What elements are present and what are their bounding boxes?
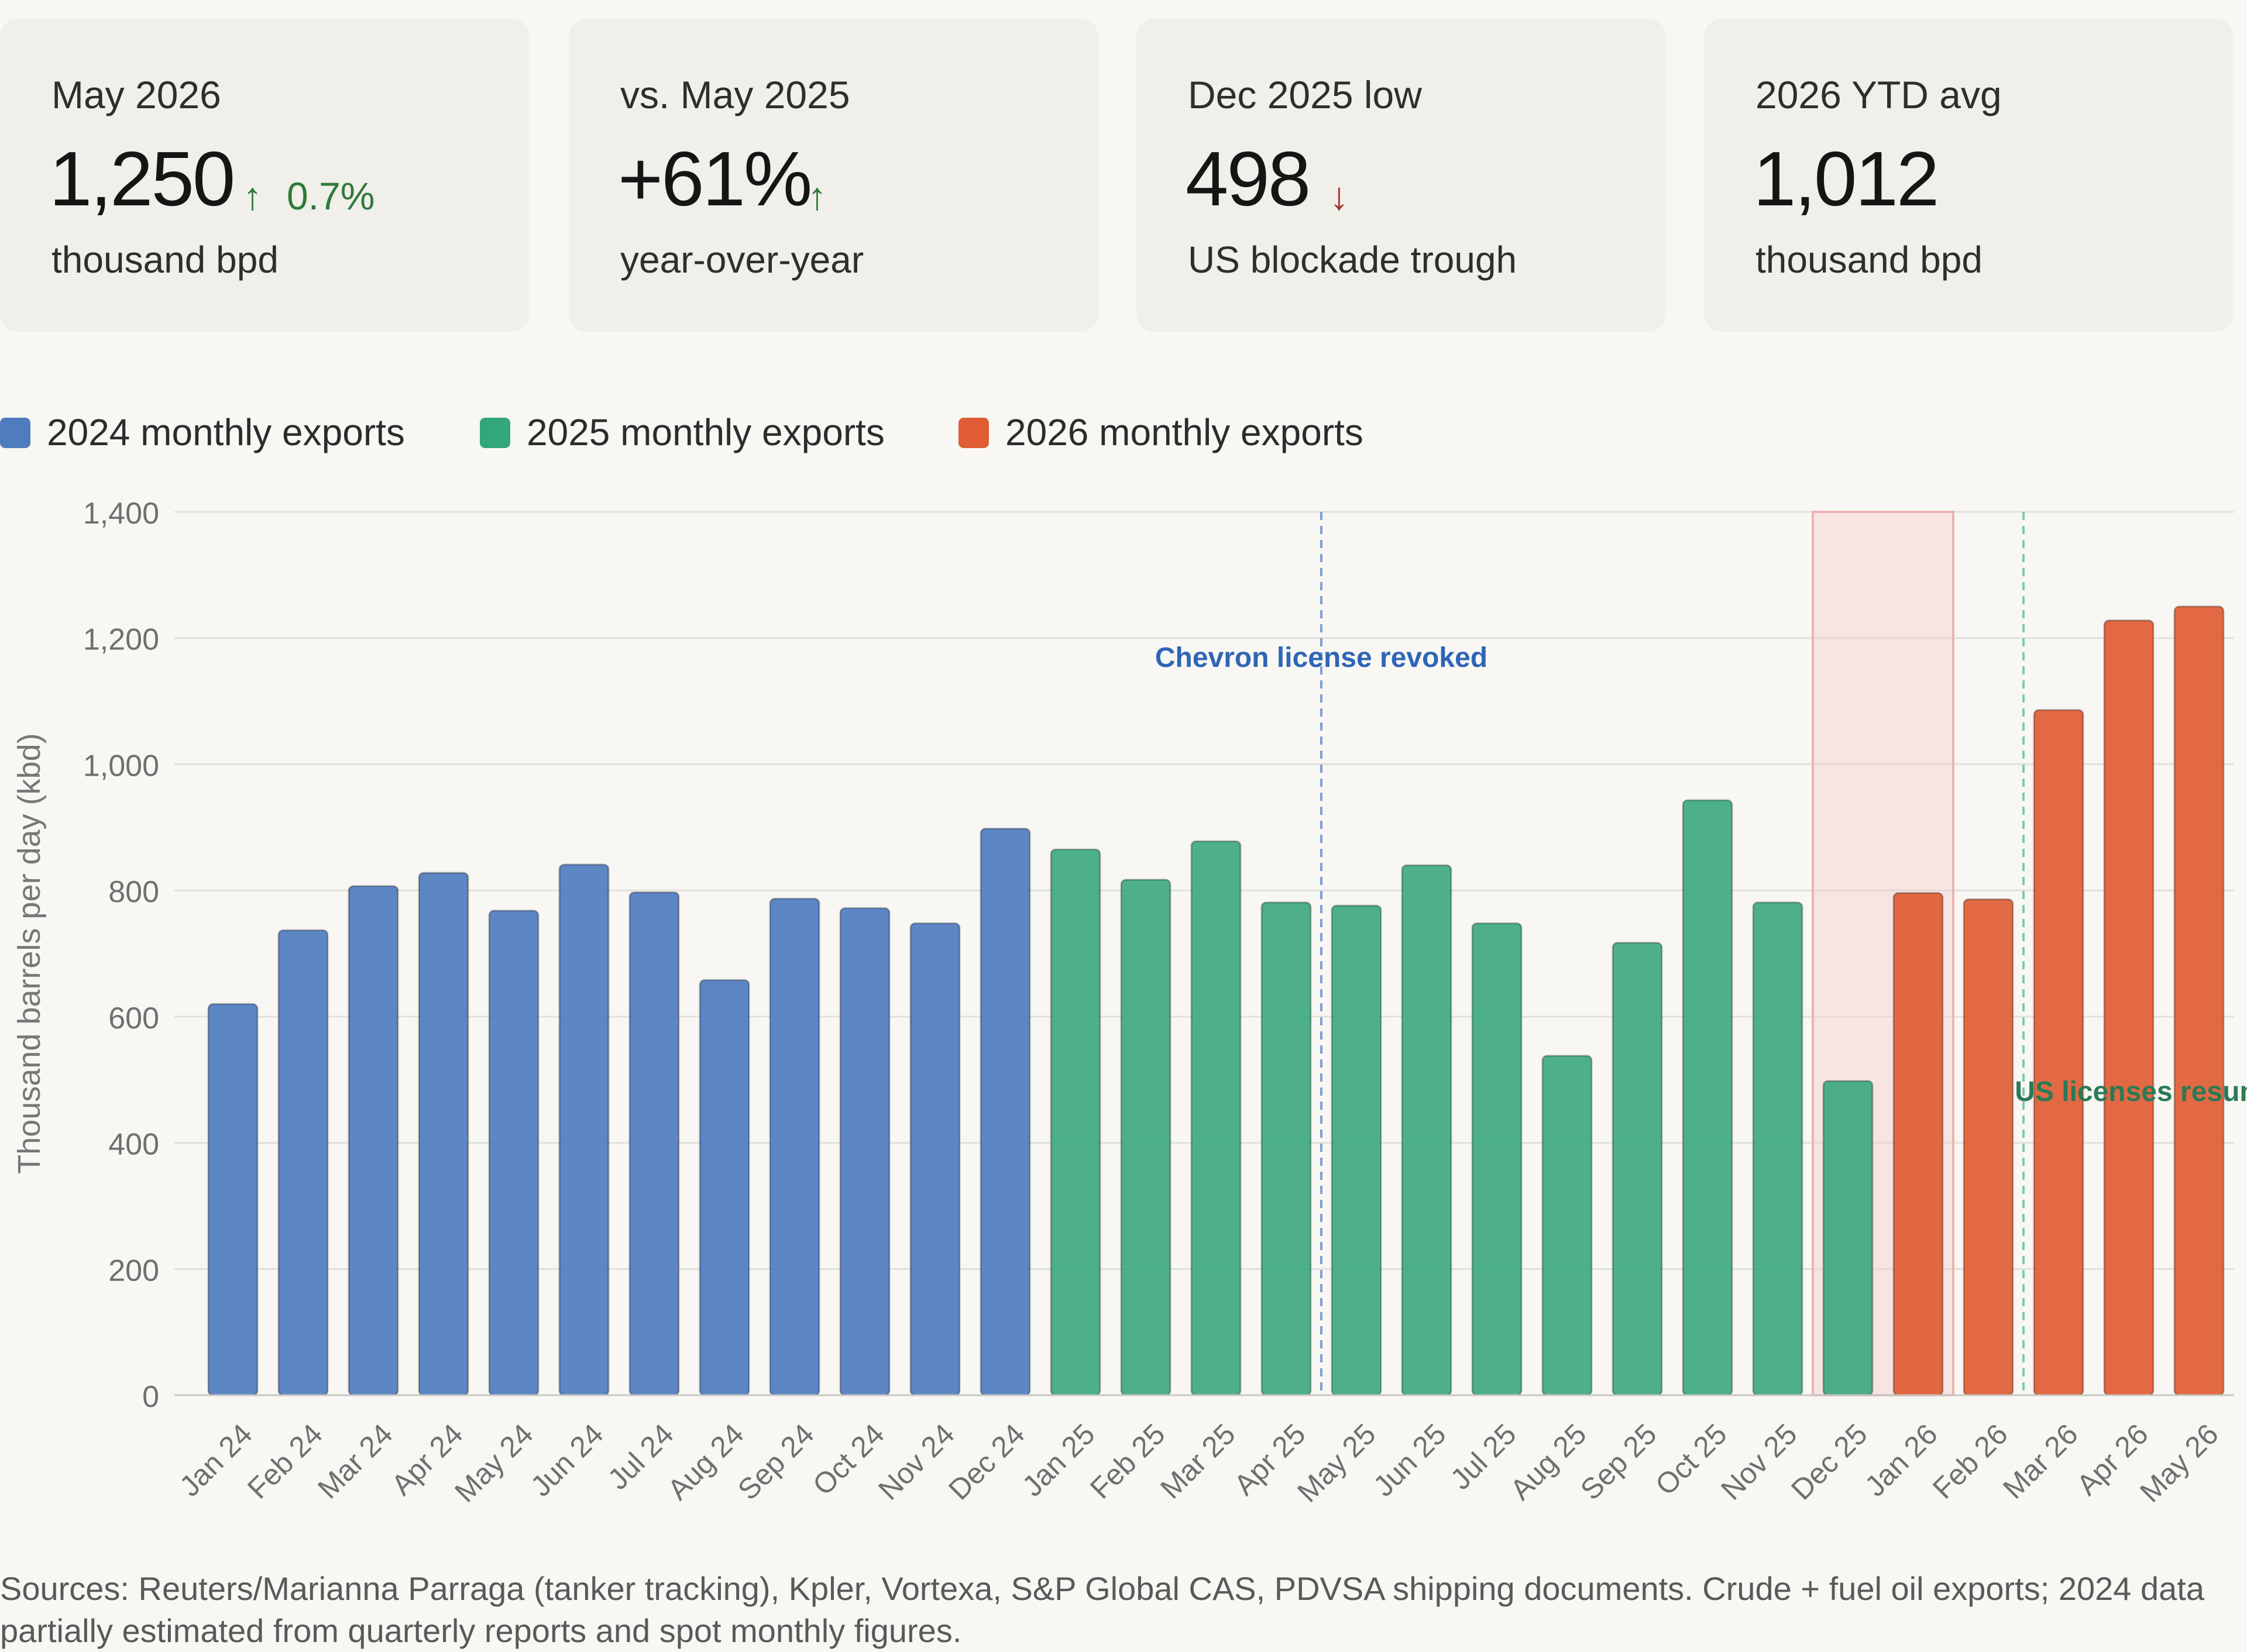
legend-label: 2026 monthly exports — [1005, 411, 1363, 453]
kpi-cards: May 2026 1,250 ↑ 0.7% thousand bpd vs. M… — [0, 19, 2247, 332]
kpi-card-yoy: vs. May 2025 +61% ↑ year-over-year — [569, 19, 1098, 332]
kpi-value: 498 — [1186, 136, 1311, 222]
y-tick-label: 400 — [108, 1128, 159, 1162]
kpi-label: vs. May 2025 — [620, 73, 850, 116]
x-tick-label: Nov 24 — [872, 1417, 961, 1506]
bar-feb-24 — [277, 929, 329, 1396]
x-tick-label: Mar 26 — [1997, 1417, 2084, 1505]
x-tick-label: Dec 25 — [1785, 1417, 1874, 1506]
bar-may-24 — [488, 910, 540, 1396]
bar-jun-25 — [1401, 864, 1452, 1396]
bar-feb-25 — [1120, 879, 1171, 1396]
x-tick-label: Jan 24 — [173, 1417, 259, 1503]
bar-mar-25 — [1190, 840, 1242, 1396]
bar-mar-26 — [2033, 709, 2084, 1396]
bar-jul-24 — [628, 891, 680, 1396]
x-tick-label: Dec 24 — [942, 1417, 1031, 1506]
sources-note: Sources: Reuters/Marianna Parraga (tanke… — [0, 1570, 2204, 1649]
kpi-card-may-2026: May 2026 1,250 ↑ 0.7% thousand bpd — [0, 19, 530, 332]
x-tick-label: May 25 — [1291, 1417, 1382, 1509]
x-tick-label: Jan 25 — [1016, 1417, 1101, 1503]
bar-jan-25 — [1050, 848, 1101, 1396]
legend-swatch — [480, 418, 510, 448]
arrow-up-icon: ↑ — [808, 174, 827, 218]
bar-jan-24 — [207, 1003, 259, 1396]
y-tick-label: 0 — [142, 1380, 159, 1414]
x-tick-label: Sep 24 — [731, 1417, 820, 1506]
legend-swatch — [0, 418, 30, 448]
kpi-label: May 2026 — [51, 73, 221, 116]
bar-dec-25 — [1822, 1080, 1874, 1396]
x-tick-label: Jun 25 — [1367, 1417, 1452, 1503]
x-tick-label: Jan 26 — [1858, 1417, 1944, 1503]
x-tick-label: Mar 25 — [1154, 1417, 1242, 1505]
x-tick-label: Mar 24 — [311, 1417, 399, 1505]
kpi-subtext: US blockade trough — [1188, 239, 1517, 281]
bar-apr-24 — [418, 872, 469, 1396]
kpi-card-ytd-avg: 2026 YTD avg 1,012 thousand bpd — [1704, 19, 2234, 332]
bar-aug-25 — [1541, 1055, 1593, 1396]
x-tick-label: Feb 25 — [1084, 1417, 1171, 1505]
y-tick-label: 600 — [108, 1001, 159, 1035]
bar-may-26 — [2173, 605, 2225, 1396]
bar-apr-26 — [2103, 619, 2155, 1396]
bar-oct-25 — [1682, 799, 1733, 1396]
annotation-label: US licenses resume — [2015, 1076, 2247, 1107]
bar-jul-25 — [1471, 922, 1523, 1396]
kpi-value: +61% — [618, 136, 812, 222]
arrow-up-icon: ↑ — [243, 174, 262, 218]
kpi-subtext: thousand bpd — [1755, 239, 1983, 281]
x-tick-label: Aug 24 — [661, 1417, 750, 1506]
legend-swatch — [958, 418, 989, 448]
kpi-value: 1,250 — [49, 136, 235, 222]
annotation-label: Chevron license revoked — [1155, 642, 1487, 673]
y-tick-label: 1,400 — [83, 497, 159, 531]
bar-dec-24 — [980, 827, 1031, 1396]
bar-sep-24 — [769, 897, 820, 1396]
bar-jun-24 — [558, 863, 610, 1396]
kpi-subtext: thousand bpd — [51, 239, 279, 281]
x-tick-label: May 24 — [448, 1417, 540, 1509]
y-tick-label: 1,200 — [83, 623, 159, 657]
bar-mar-24 — [348, 885, 399, 1396]
bar-sep-25 — [1612, 942, 1663, 1396]
bar-nov-25 — [1752, 901, 1803, 1396]
bar-oct-24 — [839, 907, 891, 1396]
kpi-label: Dec 2025 low — [1188, 73, 1422, 116]
x-tick-label: Jun 24 — [524, 1417, 610, 1503]
y-tick-label: 800 — [108, 875, 159, 909]
bar-aug-24 — [699, 979, 750, 1396]
kpi-value: 1,012 — [1753, 136, 1939, 222]
x-tick-label: Sep 25 — [1574, 1417, 1663, 1506]
y-tick-label: 1,000 — [83, 749, 159, 783]
bar-nov-24 — [909, 922, 961, 1396]
arrow-down-icon: ↓ — [1329, 174, 1349, 218]
x-tick-label: Nov 25 — [1715, 1417, 1803, 1506]
kpi-delta: 0.7% — [287, 174, 375, 218]
y-tick-label: 200 — [108, 1254, 159, 1288]
x-tick-label: Aug 25 — [1504, 1417, 1593, 1506]
legend-label: 2025 monthly exports — [527, 411, 885, 453]
kpi-card-dec-low: Dec 2025 low 498 ↓ US blockade trough — [1136, 19, 1666, 332]
bar-apr-25 — [1260, 901, 1312, 1396]
bar-may-25 — [1331, 904, 1382, 1396]
kpi-label: 2026 YTD avg — [1755, 73, 2002, 116]
bar-jan-26 — [1892, 892, 1944, 1396]
legend-label: 2024 monthly exports — [47, 411, 405, 453]
kpi-subtext: year-over-year — [620, 239, 864, 281]
y-axis-label: Thousand barrels per day (kbd) — [12, 733, 47, 1173]
bar-chart: 0 200 400 600 800 1,000 1,200 1,400 Thousand bar… — [12, 497, 2247, 1509]
x-tick-label: Feb 26 — [1926, 1417, 2014, 1505]
bar-feb-26 — [1963, 898, 2014, 1396]
x-tick-label: May 26 — [2133, 1417, 2225, 1509]
x-tick-label: Feb 24 — [241, 1417, 329, 1505]
